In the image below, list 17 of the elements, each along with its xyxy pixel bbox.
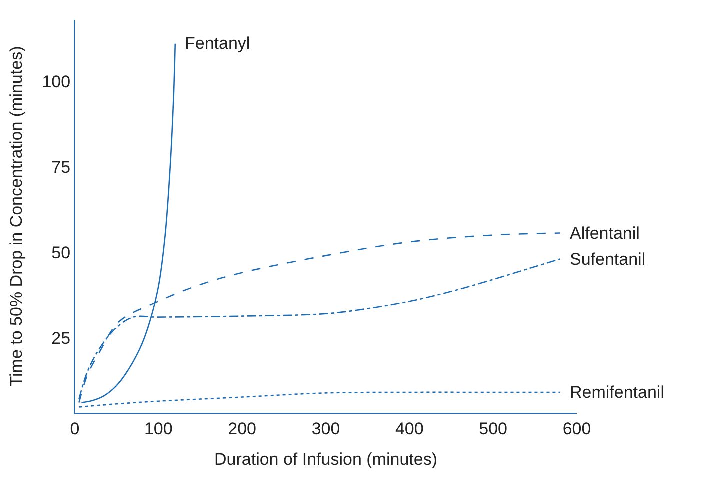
x-tick-label: 600: [562, 419, 592, 438]
x-tick-label: 500: [479, 419, 508, 438]
x-tick-label: 400: [395, 419, 424, 438]
x-tick-label: 300: [312, 419, 340, 438]
series-label: Alfentanil: [570, 224, 640, 243]
x-tick-label: 100: [144, 419, 173, 438]
y-tick-label: 100: [42, 72, 71, 92]
x-tick-label: 200: [228, 419, 257, 438]
y-tick-label: 50: [52, 243, 71, 262]
x-tick-label: 0: [70, 419, 80, 438]
series-label: Sufentanil: [570, 250, 646, 269]
y-tick-label: 25: [52, 328, 71, 348]
y-tick-label: 75: [52, 158, 71, 177]
series-label: Fentanyl: [185, 34, 250, 53]
series-label: Remifentanil: [570, 383, 664, 402]
y-axis-title: Time to 50% Drop in Concentration (minutes): [6, 46, 26, 387]
x-axis-title: Duration of Infusion (minutes): [214, 450, 438, 469]
